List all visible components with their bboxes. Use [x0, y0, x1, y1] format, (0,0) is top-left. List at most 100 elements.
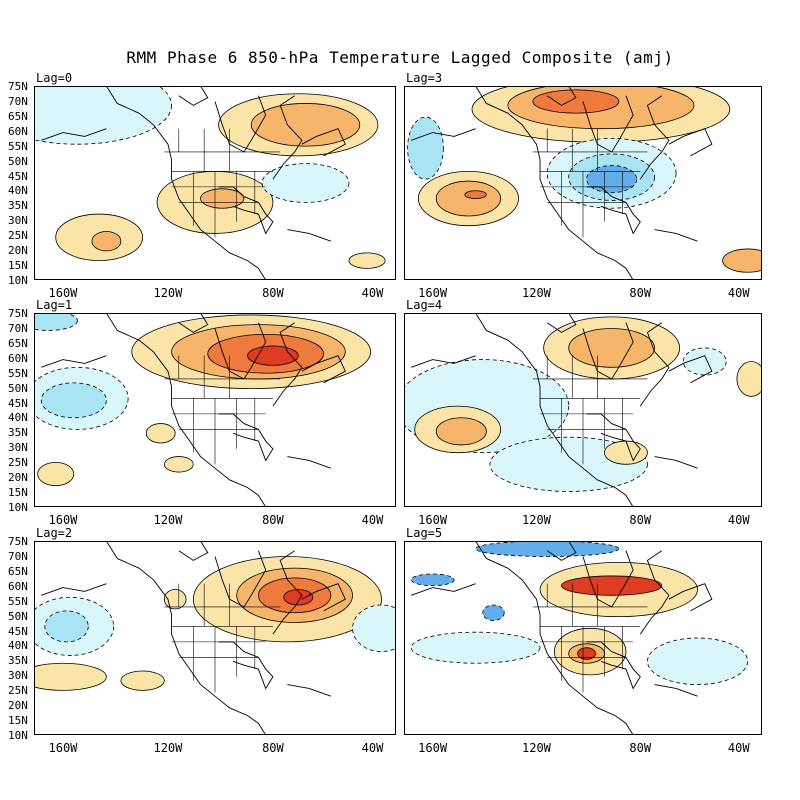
- lon-label: 160W: [418, 513, 448, 527]
- lon-label: 120W: [522, 741, 551, 755]
- lon-label: 120W: [153, 286, 183, 300]
- lat-label: 55N: [8, 594, 28, 608]
- state-borders: [533, 356, 648, 465]
- contour-region: [411, 574, 454, 586]
- lon-label: 160W: [48, 513, 78, 527]
- contour-region: [737, 362, 762, 397]
- contour-region: [34, 86, 172, 144]
- lat-label: 25N: [8, 456, 28, 470]
- contour-region: [587, 166, 637, 193]
- panel-label-lag4: Lag=4: [406, 298, 443, 312]
- lon-label: 80W: [629, 513, 652, 527]
- lat-label: 50N: [8, 154, 28, 168]
- anomaly-shading: [34, 313, 371, 486]
- contour-region: [723, 249, 762, 272]
- map-panel-lag1: [34, 313, 396, 507]
- lon-label: 80W: [262, 513, 284, 527]
- lat-label: 30N: [8, 441, 28, 455]
- lat-label: 45N: [8, 169, 28, 183]
- lat-label: 50N: [8, 381, 28, 395]
- lon-label: 40W: [727, 741, 750, 755]
- lat-label: 55N: [8, 366, 28, 380]
- lon-label: 160W: [418, 741, 448, 755]
- lat-label: 70N: [8, 94, 28, 108]
- coastline: [476, 86, 634, 280]
- lat-label: 30N: [8, 669, 28, 683]
- state-borders: [164, 356, 280, 465]
- panel-label-lag0: Lag=0: [36, 71, 73, 85]
- figure-title: RMM Phase 6 850-hPa Temperature Lagged C…: [126, 48, 674, 67]
- lon-label: 120W: [522, 513, 551, 527]
- state-borders: [164, 584, 280, 693]
- contour-region: [164, 590, 186, 609]
- lon-label: 40W: [361, 286, 384, 300]
- coastline: [106, 86, 265, 280]
- lat-label: 10N: [8, 729, 28, 742]
- lat-label: 15N: [8, 486, 28, 500]
- contour-region: [436, 181, 500, 216]
- lat-label: 45N: [8, 396, 28, 410]
- state-borders: [164, 129, 280, 238]
- contour-region: [408, 117, 444, 179]
- contour-region: [465, 191, 486, 199]
- contour-region: [34, 313, 77, 330]
- contour-region: [569, 329, 655, 368]
- map-panel-lag4: [404, 313, 762, 507]
- contour-region: [578, 648, 596, 660]
- lat-label: 40N: [8, 411, 28, 425]
- state-borders: [533, 584, 648, 693]
- lat-label: 35N: [8, 654, 28, 668]
- contour-region: [164, 457, 193, 473]
- contour-region: [436, 418, 486, 445]
- lon-label: 80W: [629, 286, 652, 300]
- lat-label: 20N: [8, 471, 28, 485]
- contour-region: [476, 541, 619, 557]
- lat-label: 65N: [8, 336, 28, 350]
- anomaly-shading: [411, 541, 748, 685]
- lat-label: 40N: [8, 184, 28, 198]
- map-panel-lag5: [404, 541, 762, 735]
- lat-label: 40N: [8, 639, 28, 653]
- lat-label: 20N: [8, 699, 28, 713]
- lon-label: 160W: [418, 286, 448, 300]
- contour-region: [284, 590, 313, 606]
- lon-label: 80W: [629, 741, 652, 755]
- contour-region: [483, 605, 504, 621]
- lat-label: 70N: [8, 549, 28, 563]
- contour-region: [251, 103, 360, 146]
- lat-label: 15N: [8, 259, 28, 273]
- coastline: [476, 313, 634, 507]
- lat-label: 15N: [8, 714, 28, 728]
- lat-label: 10N: [8, 501, 28, 514]
- panel-label-lag2: Lag=2: [36, 526, 73, 540]
- contour-region: [41, 383, 106, 418]
- lat-label: 75N: [8, 80, 28, 93]
- lon-label: 80W: [262, 741, 284, 755]
- contour-region: [353, 605, 396, 652]
- lon-label: 40W: [361, 513, 384, 527]
- contour-region: [683, 348, 726, 375]
- lat-label: 60N: [8, 351, 28, 365]
- contour-region: [604, 441, 647, 464]
- panel-label-lag5: Lag=5: [406, 526, 443, 540]
- lat-label: 70N: [8, 321, 28, 335]
- anomaly-shading: [34, 557, 396, 691]
- contour-region: [38, 462, 74, 485]
- lat-label: 45N: [8, 624, 28, 638]
- contour-region: [45, 611, 88, 642]
- lat-label: 25N: [8, 229, 28, 243]
- lat-label: 60N: [8, 124, 28, 138]
- coastline: [106, 541, 265, 735]
- panel-label-lag3: Lag=3: [406, 71, 443, 85]
- lon-label: 80W: [262, 286, 284, 300]
- lat-label: 65N: [8, 564, 28, 578]
- lat-label: 10N: [8, 274, 28, 287]
- contour-region: [34, 663, 106, 690]
- lat-label: 25N: [8, 684, 28, 698]
- contour-region: [201, 189, 244, 208]
- lon-label: 40W: [361, 741, 384, 755]
- lon-label: 160W: [48, 286, 78, 300]
- contour-region: [146, 424, 175, 443]
- contour-region: [262, 164, 349, 203]
- contour-region: [562, 576, 662, 595]
